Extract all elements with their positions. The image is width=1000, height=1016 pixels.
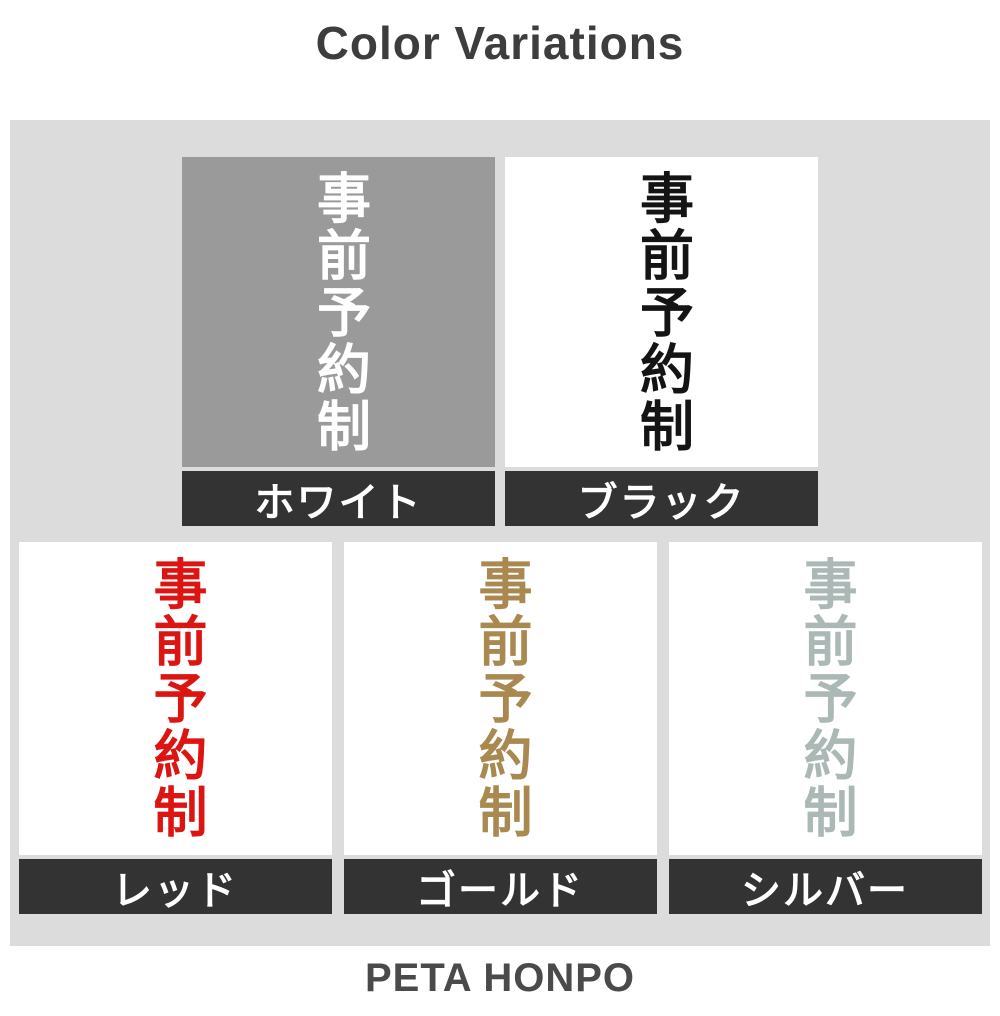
swatch-label-silver: シルバー	[668, 859, 982, 914]
swatch-preview-silver: 事前予約制	[668, 542, 982, 855]
sample-text-silver: 事前予約制	[795, 556, 855, 841]
variations-panel: 事前予約制 ホワイト 事前予約制 ブラック 事前予約制 レッド	[10, 120, 990, 946]
variations-row-bottom: 事前予約制 レッド 事前予約制 ゴールド 事前予約制 シルバー	[18, 542, 982, 914]
variations-row-top: 事前予約制 ホワイト 事前予約制 ブラック	[182, 157, 818, 526]
product-color-variations-image: { "page": { "title": "Color Variations",…	[0, 16, 1000, 1016]
swatch-card-silver: 事前予約制 シルバー	[668, 542, 982, 914]
swatch-card-gold: 事前予約制 ゴールド	[343, 542, 657, 914]
swatch-card-black: 事前予約制 ブラック	[505, 157, 818, 526]
swatch-label-white: ホワイト	[182, 471, 495, 526]
sample-text-black: 事前予約制	[631, 169, 692, 455]
swatch-label-text: ゴールド	[416, 868, 584, 913]
sample-text-red: 事前予約制	[145, 556, 205, 841]
swatch-label-text: レッド	[112, 868, 238, 913]
page-title: Color Variations	[315, 17, 685, 69]
swatch-label-gold: ゴールド	[343, 859, 657, 914]
swatch-label-text: ブラック	[577, 480, 746, 525]
swatch-preview-red: 事前予約制	[18, 542, 332, 855]
shop-name: PETA HONPO	[364, 956, 636, 1000]
swatch-card-white: 事前予約制 ホワイト	[182, 157, 495, 526]
swatch-label-red: レッド	[18, 859, 332, 914]
swatch-card-red: 事前予約制 レッド	[18, 542, 332, 914]
swatch-label-text: ホワイト	[254, 480, 423, 525]
sample-text-white: 事前予約制	[308, 169, 369, 455]
swatch-label-black: ブラック	[505, 471, 818, 526]
swatch-preview-gold: 事前予約制	[343, 542, 657, 855]
sample-text-gold: 事前予約制	[470, 556, 530, 841]
swatch-label-text: シルバー	[741, 868, 909, 913]
swatch-preview-black: 事前予約制	[505, 157, 818, 467]
swatch-preview-white: 事前予約制	[182, 157, 495, 467]
